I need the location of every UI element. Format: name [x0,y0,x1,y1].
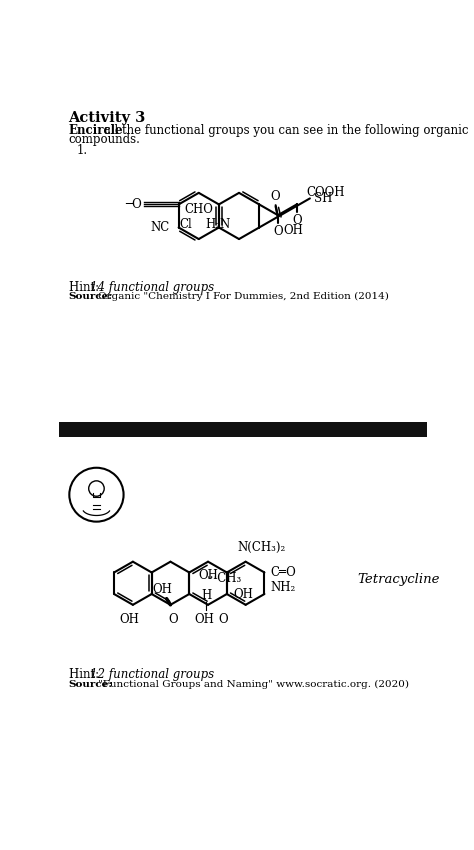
Text: Organic "Chemistry I For Dummies, 2nd Edition (2014): Organic "Chemistry I For Dummies, 2nd Ed… [98,292,389,301]
Text: C═O: C═O [271,566,296,579]
Text: "Functional Groups and Naming" www.socratic.org. (2020): "Functional Groups and Naming" www.socra… [98,680,409,689]
Text: O: O [273,225,283,238]
Text: Source:: Source: [69,680,113,689]
Text: NH₂: NH₂ [271,581,296,594]
Text: Encircle: Encircle [69,123,123,137]
Text: compounds.: compounds. [69,133,140,146]
Text: H: H [201,589,211,602]
Text: all the functional groups you can see in the following organic: all the functional groups you can see in… [100,123,468,137]
Text: OH: OH [119,613,139,626]
Text: NC: NC [150,221,169,234]
Text: OH: OH [194,613,214,626]
Text: OH: OH [283,224,303,237]
Text: Activity 3: Activity 3 [69,111,146,125]
Text: ─O: ─O [125,198,141,211]
Text: ···CH₃: ···CH₃ [207,572,242,585]
Text: Hint:: Hint: [69,280,102,293]
Text: CHO: CHO [184,203,213,216]
Text: Hint:: Hint: [69,668,102,681]
Text: SH: SH [314,192,332,205]
Text: OH: OH [198,570,218,582]
Text: N(CH₃)₂: N(CH₃)₂ [237,541,286,554]
Text: O: O [219,613,228,626]
Text: 12 functional groups: 12 functional groups [90,668,214,681]
Text: OH: OH [153,582,173,596]
Text: O: O [271,190,281,203]
Text: COOH: COOH [306,186,345,200]
Text: OH: OH [233,587,253,601]
Bar [59,422,427,437]
Text: 14 functional groups: 14 functional groups [90,280,214,293]
Text: Cl: Cl [180,218,192,231]
Text: H₂N: H₂N [205,218,230,231]
Text: 1.: 1. [76,144,87,157]
Text: Tetracycline: Tetracycline [357,573,440,586]
Text: O: O [292,214,301,228]
Text: Source:: Source: [69,292,113,301]
Text: O: O [168,613,178,626]
